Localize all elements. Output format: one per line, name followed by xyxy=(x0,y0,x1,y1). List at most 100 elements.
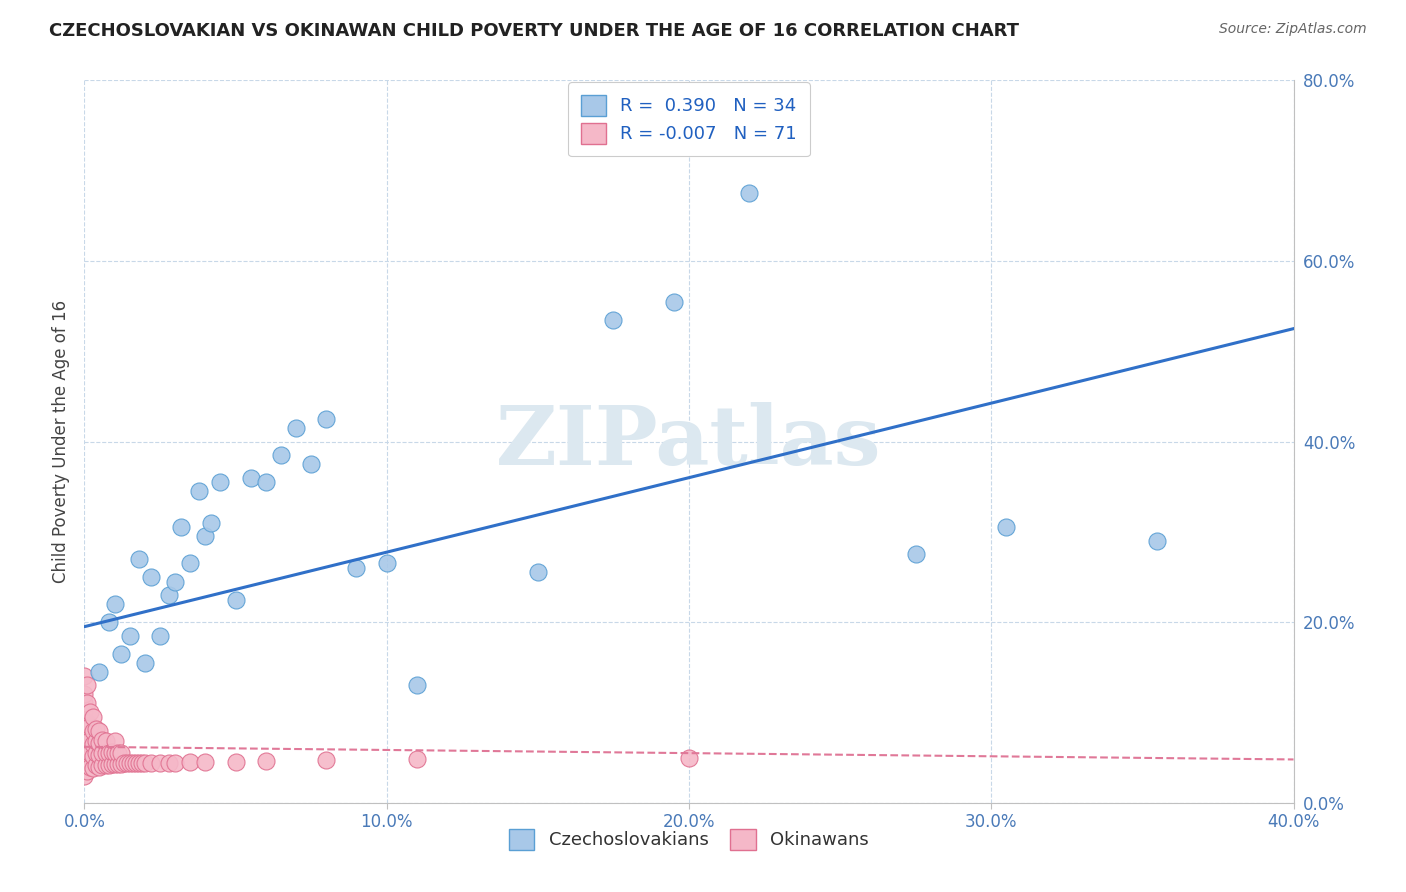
Point xyxy=(239,471,262,485)
Point xyxy=(76,714,98,729)
Point xyxy=(97,615,120,630)
Point xyxy=(270,448,292,462)
Point xyxy=(89,665,111,679)
Point xyxy=(134,756,156,770)
Point xyxy=(149,756,172,770)
Point xyxy=(73,769,96,783)
Point xyxy=(76,741,98,756)
Point xyxy=(100,745,122,759)
Point xyxy=(107,746,129,760)
Point xyxy=(76,728,98,742)
Point xyxy=(165,574,187,589)
Point xyxy=(89,723,111,738)
Text: Source: ZipAtlas.com: Source: ZipAtlas.com xyxy=(1219,22,1367,37)
Point xyxy=(107,756,129,771)
Point xyxy=(73,732,96,747)
Legend: Czechoslovakians, Okinawans: Czechoslovakians, Okinawans xyxy=(501,820,877,859)
Point xyxy=(110,647,132,661)
Point xyxy=(346,561,368,575)
Point xyxy=(165,756,187,770)
Point xyxy=(157,756,180,770)
Point xyxy=(527,566,550,580)
Point xyxy=(128,756,150,770)
Point xyxy=(100,756,122,771)
Point xyxy=(110,756,132,771)
Point xyxy=(76,752,98,766)
Point xyxy=(97,757,120,772)
Point xyxy=(86,734,108,748)
Point xyxy=(131,756,153,770)
Point xyxy=(79,719,101,733)
Point xyxy=(73,723,96,738)
Point xyxy=(76,678,98,692)
Point xyxy=(188,484,211,499)
Point xyxy=(285,421,308,435)
Point xyxy=(1146,533,1168,548)
Point xyxy=(91,732,114,747)
Point xyxy=(406,752,429,766)
Point xyxy=(86,746,108,760)
Point xyxy=(104,734,127,748)
Text: ZIPatlas: ZIPatlas xyxy=(496,401,882,482)
Point xyxy=(149,629,172,643)
Point xyxy=(738,186,761,201)
Point xyxy=(115,756,138,770)
Point xyxy=(254,754,277,768)
Point xyxy=(112,756,135,770)
Point xyxy=(94,734,117,748)
Point xyxy=(91,746,114,760)
Point xyxy=(86,757,108,772)
Point xyxy=(662,294,685,309)
Point xyxy=(73,741,96,756)
Point xyxy=(76,697,98,711)
Text: CZECHOSLOVAKIAN VS OKINAWAN CHILD POVERTY UNDER THE AGE OF 16 CORRELATION CHART: CZECHOSLOVAKIAN VS OKINAWAN CHILD POVERT… xyxy=(49,22,1019,40)
Point xyxy=(118,629,141,643)
Point xyxy=(254,475,277,490)
Point xyxy=(104,746,127,760)
Point xyxy=(179,755,201,769)
Point xyxy=(128,552,150,566)
Point xyxy=(315,412,337,426)
Point xyxy=(995,520,1018,534)
Point xyxy=(299,457,322,471)
Point xyxy=(82,748,104,763)
Point xyxy=(209,475,232,490)
Point xyxy=(82,737,104,751)
Point xyxy=(125,756,148,770)
Point xyxy=(79,746,101,760)
Point xyxy=(134,656,156,670)
Point xyxy=(89,736,111,750)
Point xyxy=(86,722,108,736)
Point xyxy=(82,723,104,738)
Point xyxy=(406,678,429,692)
Point xyxy=(73,697,96,711)
Point xyxy=(79,760,101,774)
Y-axis label: Child Poverty Under the Age of 16: Child Poverty Under the Age of 16 xyxy=(52,300,70,583)
Point xyxy=(194,529,217,543)
Point xyxy=(76,764,98,779)
Point xyxy=(678,750,700,764)
Point xyxy=(225,755,247,769)
Point xyxy=(104,756,127,771)
Point xyxy=(89,760,111,774)
Point xyxy=(97,746,120,760)
Point xyxy=(139,756,162,770)
Point xyxy=(139,570,162,584)
Point xyxy=(121,756,143,770)
Point xyxy=(73,714,96,729)
Point xyxy=(170,520,193,534)
Point xyxy=(375,557,398,571)
Point xyxy=(104,597,127,611)
Point xyxy=(73,687,96,701)
Point xyxy=(602,312,624,326)
Point xyxy=(79,706,101,720)
Point xyxy=(179,557,201,571)
Point xyxy=(82,762,104,776)
Point xyxy=(94,757,117,772)
Point xyxy=(79,732,101,747)
Point xyxy=(91,757,114,772)
Point xyxy=(73,750,96,764)
Point xyxy=(89,747,111,762)
Point xyxy=(110,746,132,760)
Point xyxy=(94,746,117,760)
